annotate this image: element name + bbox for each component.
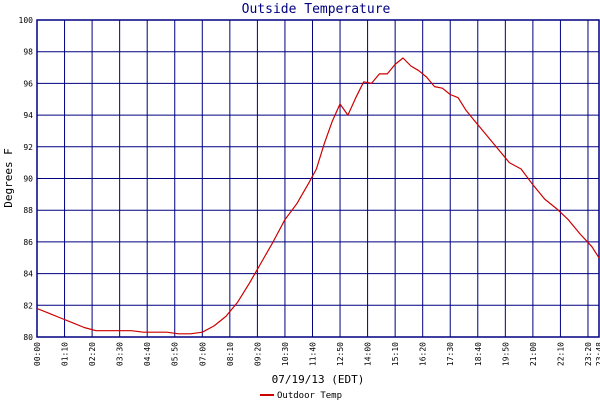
y-tick-label: 96 — [23, 79, 33, 88]
y-tick-labels: 80 82 84 86 88 90 92 94 96 98 100 — [19, 16, 34, 342]
x-tick-label: 01:10 — [61, 342, 70, 366]
legend-entry: Outdoor Temp — [277, 391, 342, 400]
y-tick-label: 92 — [23, 143, 33, 152]
y-tick-label: 90 — [23, 175, 33, 184]
x-tick-label: 19:50 — [501, 342, 510, 366]
legend: Outdoor Temp — [260, 391, 342, 400]
x-axis-label: 07/19/13 (EDT) — [272, 373, 365, 386]
y-tick-label: 86 — [23, 238, 33, 247]
x-tick-label: 08:10 — [226, 342, 235, 366]
x-tick-label: 04:40 — [143, 342, 152, 366]
x-tick-label: 22:10 — [556, 342, 565, 366]
y-tick-label: 94 — [23, 111, 33, 120]
y-tick-label: 98 — [23, 48, 33, 57]
plot-frame — [36, 19, 600, 338]
x-tick-label: 07:00 — [198, 342, 207, 366]
y-tick-label: 88 — [23, 206, 33, 215]
y-tick-label: 100 — [19, 16, 34, 25]
x-tick-label: 05:50 — [171, 342, 180, 366]
y-tick-label: 84 — [23, 270, 33, 279]
x-tick-labels: 00:00 01:10 02:20 03:30 04:40 05:50 07:00 08:10… — [33, 342, 600, 366]
x-tick-label: 02:20 — [88, 342, 97, 366]
x-tick-label: 03:30 — [116, 342, 125, 366]
plot-area — [36, 19, 600, 338]
x-tick-label: 11:40 — [308, 342, 317, 366]
y-axis-label: Degrees F — [2, 148, 15, 208]
y-tick-label: 82 — [23, 301, 33, 310]
x-tick-label: 21:00 — [529, 342, 538, 366]
x-tick-label: 15:10 — [391, 342, 400, 366]
x-tick-label: 10:30 — [281, 342, 290, 366]
x-tick-label: 09:20 — [253, 342, 262, 366]
series-line-outdoor-temp — [36, 57, 600, 335]
y-tick-label: 80 — [23, 333, 33, 342]
x-tick-label: 16:20 — [419, 342, 428, 366]
chart-title: Outside Temperature — [242, 2, 391, 17]
x-tick-label: 00:00 — [33, 342, 42, 366]
series-layer — [36, 57, 600, 335]
x-tick-label: 17:30 — [446, 342, 455, 366]
x-tick-label: 23:48 — [595, 342, 600, 366]
x-tick-label: 14:00 — [364, 342, 373, 366]
x-tick-label: 12:50 — [336, 342, 345, 366]
x-tick-label: 23:20 — [584, 342, 593, 366]
x-tick-label: 18:40 — [474, 342, 483, 366]
